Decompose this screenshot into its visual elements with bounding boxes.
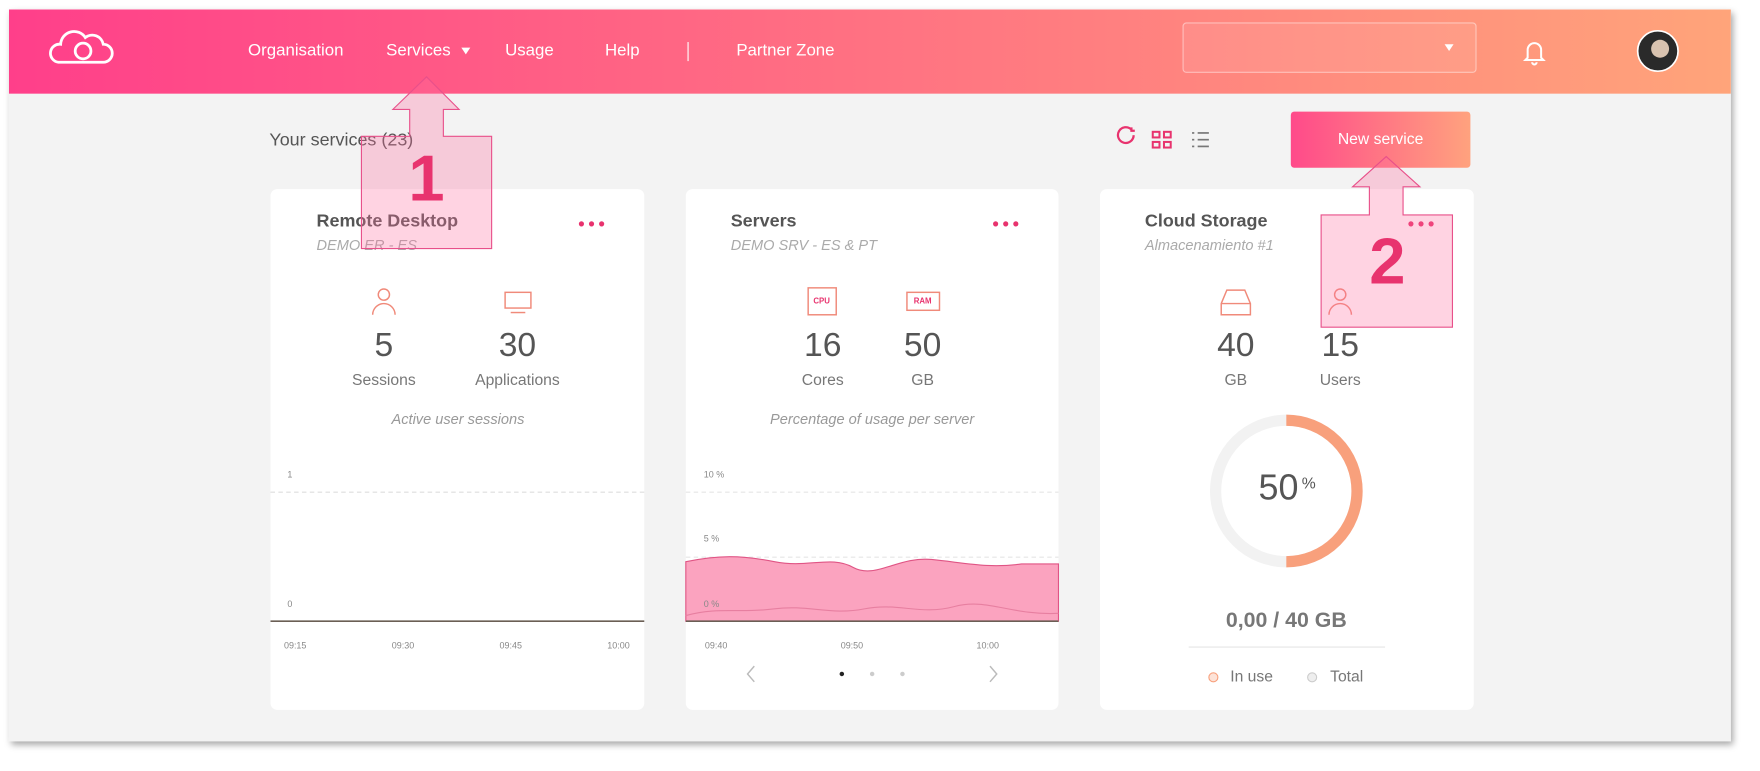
annotation-number: 1 [408, 142, 444, 215]
pager-dot[interactable] [869, 671, 875, 677]
dropdown-caret [461, 47, 471, 55]
button-label: New service [1338, 131, 1424, 148]
storage-text: 0,00 / 40 GB [1226, 608, 1347, 632]
disk-icon [1220, 289, 1252, 316]
annotation-number: 2 [1369, 225, 1405, 298]
nav-item[interactable]: Help [605, 40, 640, 59]
new-service-button[interactable] [1290, 111, 1471, 168]
ram-icon [906, 291, 941, 312]
card [1100, 189, 1474, 710]
card-title: Servers [731, 210, 797, 230]
pager-dot[interactable] [900, 671, 905, 677]
top-bar [8, 9, 1731, 94]
donut-value: 50 [1258, 466, 1298, 507]
annotation-arrow [360, 76, 493, 250]
stat-label: Users [1320, 372, 1361, 389]
y-tick-label: 1 [287, 470, 292, 480]
x-tick-label: 09:30 [392, 640, 414, 650]
stat-value: 40 [1217, 327, 1254, 364]
x-tick-label: 09:40 [705, 640, 727, 650]
stat-value: 5 [375, 327, 394, 364]
stat-value: 15 [1321, 327, 1358, 364]
nav-item[interactable]: Partner Zone [736, 40, 834, 59]
usage-line [685, 603, 1059, 617]
refresh-icon[interactable] [1116, 126, 1135, 145]
list-view-icon[interactable] [1192, 132, 1209, 148]
services-title: Your services (23) [269, 130, 413, 150]
card-subtitle: Almacenamiento #1 [1144, 238, 1274, 254]
avatar-face [1651, 39, 1670, 58]
donut-unit: % [1302, 475, 1316, 492]
card-menu[interactable] [578, 221, 605, 227]
legend-swatch [1208, 672, 1219, 683]
x-tick-label: 10:00 [607, 640, 629, 650]
stat-value: 50 [904, 327, 941, 364]
x-tick-label: 09:15 [284, 640, 306, 650]
annotation-arrow [1320, 155, 1454, 328]
donut-arc [1286, 414, 1363, 568]
legend-label: In use [1230, 668, 1273, 685]
icon-label: RAM [914, 296, 932, 305]
next-arrow[interactable] [989, 665, 998, 683]
bell-icon[interactable] [1522, 42, 1546, 66]
org-select[interactable] [1182, 22, 1477, 73]
x-tick-label: 09:50 [841, 640, 863, 650]
stat-label: Cores [802, 372, 844, 389]
card-subtitle: DEMO SRV - ES & PT [731, 238, 878, 254]
card [685, 189, 1059, 710]
chart-title: Percentage of usage per server [770, 412, 975, 428]
stat-value: 30 [499, 327, 536, 364]
stat-value: 16 [804, 327, 841, 364]
legend-swatch [1307, 672, 1318, 683]
card [270, 189, 645, 710]
stat-label: GB [911, 372, 934, 389]
icon-label: CPU [813, 296, 830, 305]
nav-item[interactable]: Usage [505, 40, 554, 59]
cpu-icon [807, 287, 837, 316]
legend-label: Total [1330, 668, 1363, 685]
stat-label: Sessions [352, 372, 416, 389]
nav-item[interactable]: Services [386, 40, 451, 59]
y-tick-label: 5 % [704, 534, 719, 544]
card-title: Remote Desktop [317, 210, 459, 230]
y-tick-label: 0 [287, 599, 292, 609]
card-subtitle: DEMO ER - ES [317, 238, 418, 254]
stat-label: Applications [475, 372, 560, 389]
grid-view-icon[interactable] [1151, 130, 1172, 149]
user-icon [371, 288, 396, 315]
logo[interactable] [49, 30, 114, 64]
select-caret [1444, 44, 1454, 52]
chart-title: Active user sessions [391, 412, 525, 428]
card-menu[interactable] [993, 221, 1019, 227]
user-icon [1328, 288, 1353, 315]
nav-item[interactable]: Organisation [248, 40, 343, 59]
card-title: Cloud Storage [1145, 210, 1268, 230]
card-menu[interactable] [1408, 221, 1434, 227]
stat-label: GB [1224, 372, 1247, 389]
x-tick-label: 09:45 [499, 640, 521, 650]
y-tick-label: 0 % [704, 599, 719, 609]
y-tick-label: 10 % [704, 470, 724, 480]
prev-arrow[interactable] [746, 665, 755, 683]
logo-ring [73, 41, 93, 61]
pager-dot[interactable] [839, 671, 845, 677]
monitor-icon [504, 291, 532, 314]
x-tick-label: 10:00 [977, 640, 999, 650]
